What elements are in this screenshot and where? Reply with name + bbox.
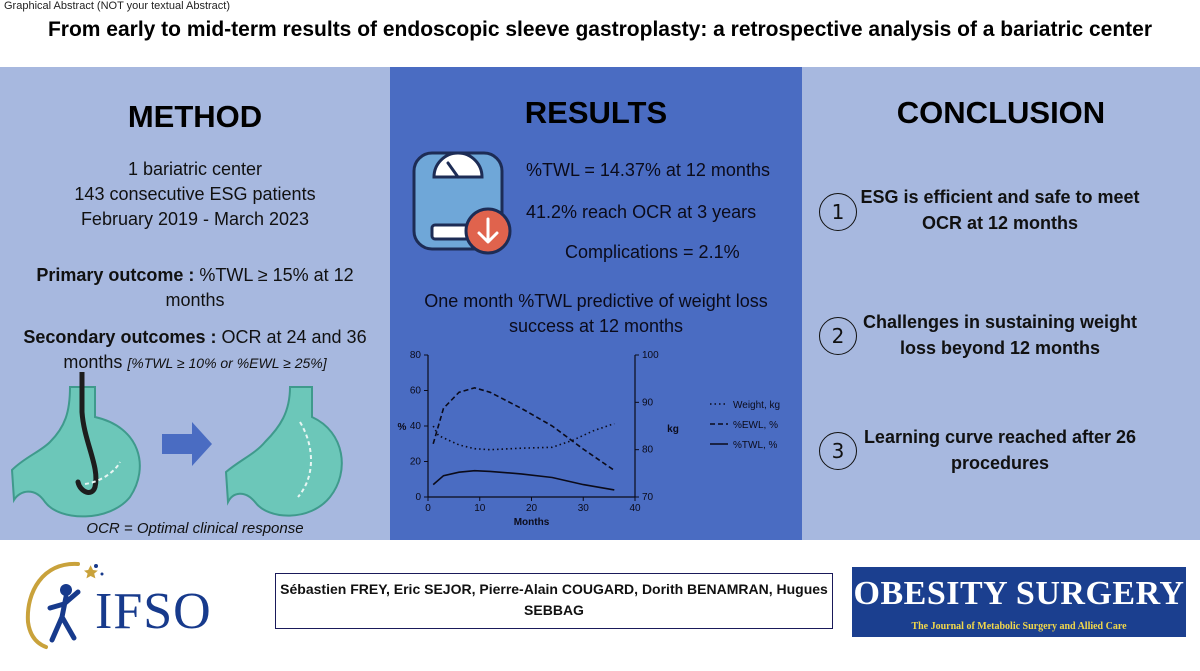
conclusion-heading: CONCLUSION — [896, 95, 1106, 130]
ifso-logo-icon — [25, 561, 104, 649]
twl-result: %TWL = 14.37% at 12 months — [526, 160, 770, 180]
y2-tick-label: 90 — [642, 397, 654, 408]
series-line — [432, 386, 615, 472]
footer: IFSO Sébastien FREY, Eric SEJOR, Pierre-… — [0, 540, 1200, 671]
x-tick-label: 0 — [425, 503, 431, 514]
ocr-result: 41.2% reach OCR at 3 years — [526, 202, 757, 222]
secondary-outcomes-label: Secondary outcomes : — [23, 327, 217, 347]
secondary-outcomes-note: [%TWL ≥ 10% or %EWL ≥ 25%] — [127, 355, 327, 371]
conclusion-text: Learning curve reached after 26 procedur… — [863, 427, 1137, 473]
weight-loss-chart: 0 20 40 60 80 70 80 90 100 0 10 20 30 40 Months% kg Wei… — [398, 350, 781, 528]
x-tick-label: 20 — [526, 503, 538, 514]
x-tick-label: 10 — [474, 503, 486, 514]
y-tick-label: 80 — [410, 350, 422, 361]
secondary-outcomes: Secondary outcomes : OCR at 24 and 36 mo… — [10, 325, 380, 376]
method-panel: METHOD 1 bariatric center 143 consecutiv… — [0, 67, 390, 540]
legend-label: Weight, kg — [733, 400, 780, 411]
y-tick-label: 20 — [410, 457, 422, 468]
endoscope-icon — [75, 372, 121, 495]
predictive-statement: One month %TWL predictive of weight loss… — [424, 291, 768, 336]
x-tick-label: 40 — [629, 503, 641, 514]
secondary-outcomes-value: OCR at 24 and 36 months — [63, 327, 367, 372]
primary-outcome: Primary outcome : %TWL ≥ 15% at 12 month… — [20, 263, 370, 313]
conclusion-panel: CONCLUSION 1 ESG is efficient and safe t… — [802, 67, 1200, 540]
y2-axis-label: kg — [667, 424, 679, 435]
results-heading: RESULTS — [524, 95, 668, 130]
y-axis-label: % — [398, 422, 407, 433]
journal-logo: OBESITY SURGERY The Journal of Metabolic… — [852, 567, 1186, 637]
method-line: 143 consecutive ESG patients — [74, 184, 316, 204]
primary-outcome-label: Primary outcome : — [36, 265, 195, 285]
y2-tick-label: 100 — [642, 350, 659, 361]
results-panel: RESULTS %TWL = 14.37% at 12 months 41.2%… — [390, 67, 802, 540]
conclusion-number: 3 — [819, 432, 857, 470]
method-lines: 1 bariatric center 143 consecutive ESG p… — [0, 157, 390, 232]
primary-outcome-value: %TWL ≥ 15% at 12 months — [165, 265, 354, 310]
y-tick-label: 60 — [410, 386, 422, 397]
page-title: From early to mid-term results of endosc… — [47, 18, 1153, 41]
y-tick-label: 40 — [410, 421, 422, 432]
y-tick-label: 0 — [415, 492, 421, 503]
journal-subtitle: The Journal of Metabolic Surgery and All… — [911, 621, 1127, 632]
x-tick-label: 30 — [578, 503, 590, 514]
right-arrow-icon — [162, 422, 212, 466]
series-line — [432, 469, 615, 491]
scale-icon — [412, 151, 512, 255]
complications-result: Complications = 2.1% — [565, 242, 740, 262]
y2-tick-label: 80 — [642, 445, 654, 456]
weight-down-icon — [464, 207, 512, 255]
journal-title: OBESITY SURGERY — [853, 575, 1185, 612]
header-tag: Graphical Abstract (NOT your textual Abs… — [4, 0, 230, 12]
conclusion-number: 2 — [819, 317, 857, 355]
conclusion-number: 1 — [819, 193, 857, 231]
stomach-icon — [10, 386, 141, 518]
series-line — [432, 422, 615, 451]
conclusion-text: ESG is efficient and safe to meet OCR at… — [860, 187, 1140, 233]
legend-label: %TWL, % — [733, 440, 778, 451]
x-axis-label: Months — [514, 517, 550, 528]
authors-box: Sébastien FREY, Eric SEJOR, Pierre-Alain… — [275, 573, 833, 629]
conclusion-text: Challenges in sustaining weight loss bey… — [862, 312, 1138, 358]
ocr-definition: OCR = Optimal clinical response — [86, 520, 304, 537]
method-line: 1 bariatric center — [127, 159, 263, 179]
legend-label: %EWL, % — [733, 420, 778, 431]
method-heading: METHOD — [127, 99, 263, 134]
ifso-logo: IFSO — [95, 583, 212, 640]
stomach-illustration — [10, 372, 343, 518]
y2-tick-label: 70 — [642, 492, 654, 503]
method-line: February 2019 - March 2023 — [80, 209, 310, 229]
stomach-icon — [224, 386, 343, 517]
